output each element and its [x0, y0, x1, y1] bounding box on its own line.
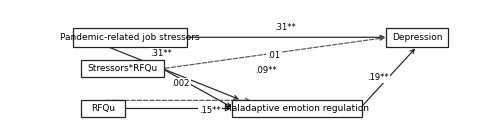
Text: Maladaptive emotion regulation: Maladaptive emotion regulation: [224, 104, 370, 113]
Text: .15**: .15**: [199, 106, 220, 115]
FancyBboxPatch shape: [81, 60, 164, 77]
FancyBboxPatch shape: [73, 28, 188, 47]
FancyBboxPatch shape: [386, 28, 448, 47]
Text: .002: .002: [172, 79, 190, 88]
Text: .31**: .31**: [150, 49, 172, 58]
Text: Stressors*RFQu: Stressors*RFQu: [88, 64, 158, 73]
Text: .09**: .09**: [255, 66, 277, 75]
Text: .01: .01: [267, 51, 280, 60]
FancyBboxPatch shape: [81, 100, 126, 117]
Text: .31**: .31**: [274, 23, 296, 32]
Text: Pandemic-related job stressors: Pandemic-related job stressors: [60, 33, 200, 42]
FancyBboxPatch shape: [232, 100, 362, 117]
Text: .19**: .19**: [368, 73, 389, 82]
Text: Depression: Depression: [392, 33, 442, 42]
Text: RFQu: RFQu: [91, 104, 115, 113]
